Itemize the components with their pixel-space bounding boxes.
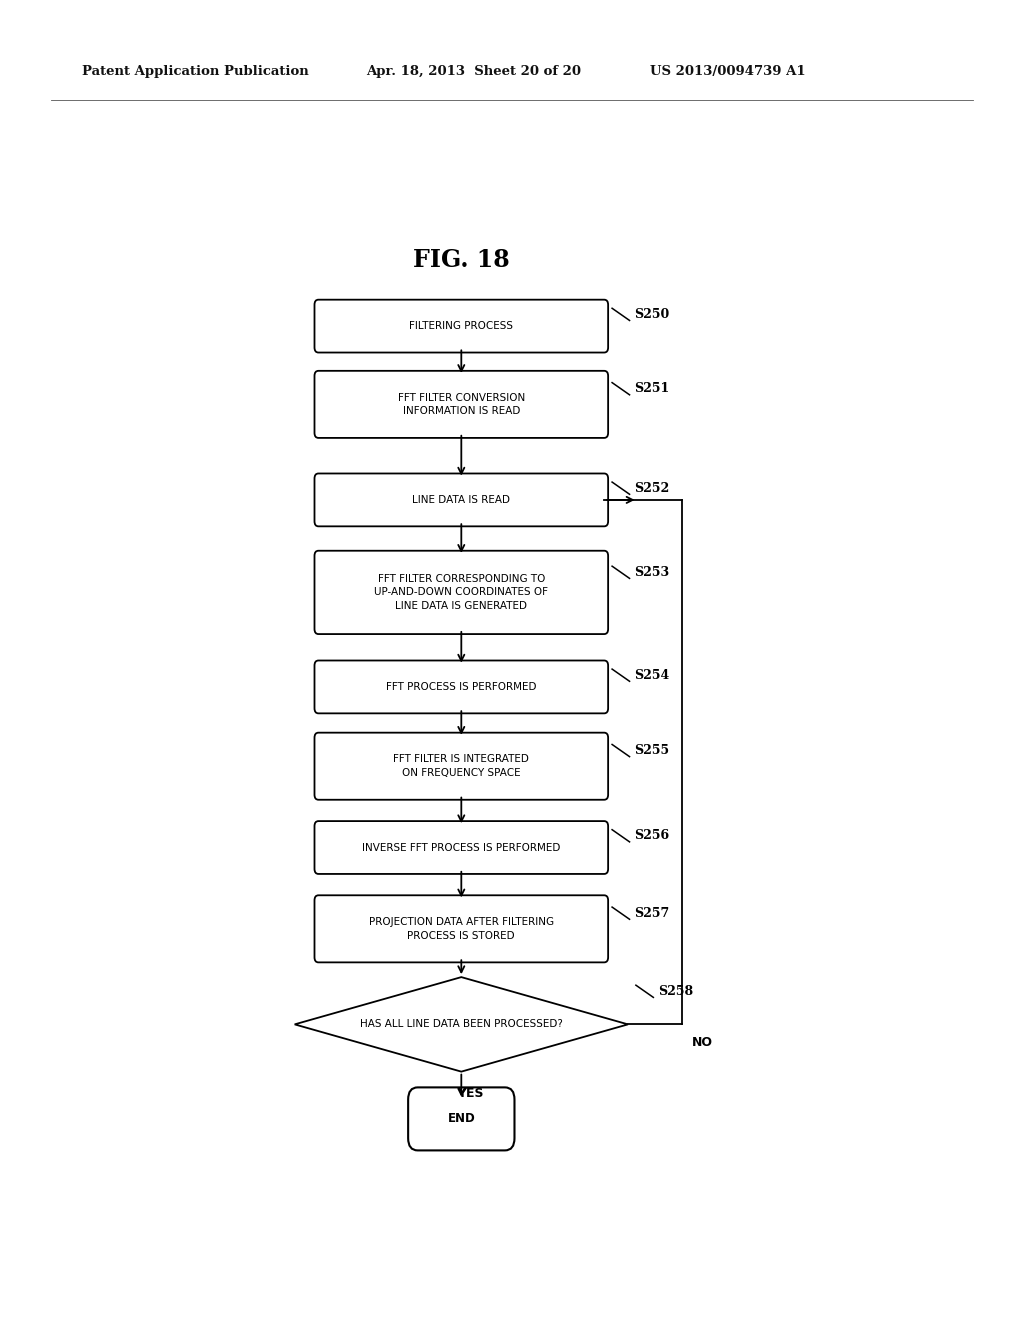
Text: S253: S253 bbox=[634, 566, 670, 578]
Text: FFT FILTER CONVERSION
INFORMATION IS READ: FFT FILTER CONVERSION INFORMATION IS REA… bbox=[397, 392, 525, 416]
Text: FFT FILTER CORRESPONDING TO
UP-AND-DOWN COORDINATES OF
LINE DATA IS GENERATED: FFT FILTER CORRESPONDING TO UP-AND-DOWN … bbox=[375, 574, 548, 611]
Text: HAS ALL LINE DATA BEEN PROCESSED?: HAS ALL LINE DATA BEEN PROCESSED? bbox=[359, 1019, 563, 1030]
Text: S251: S251 bbox=[634, 383, 670, 395]
Text: S258: S258 bbox=[658, 985, 693, 998]
FancyBboxPatch shape bbox=[314, 474, 608, 527]
Text: INVERSE FFT PROCESS IS PERFORMED: INVERSE FFT PROCESS IS PERFORMED bbox=[362, 842, 560, 853]
Polygon shape bbox=[295, 977, 628, 1072]
FancyBboxPatch shape bbox=[314, 550, 608, 634]
FancyBboxPatch shape bbox=[409, 1088, 514, 1151]
FancyBboxPatch shape bbox=[314, 895, 608, 962]
Text: FILTERING PROCESS: FILTERING PROCESS bbox=[410, 321, 513, 331]
Text: FFT PROCESS IS PERFORMED: FFT PROCESS IS PERFORMED bbox=[386, 682, 537, 692]
FancyBboxPatch shape bbox=[314, 371, 608, 438]
Text: S256: S256 bbox=[634, 829, 670, 842]
Text: Patent Application Publication: Patent Application Publication bbox=[82, 66, 308, 78]
FancyBboxPatch shape bbox=[314, 300, 608, 352]
Text: S254: S254 bbox=[634, 669, 670, 681]
FancyBboxPatch shape bbox=[314, 660, 608, 713]
Text: LINE DATA IS READ: LINE DATA IS READ bbox=[413, 495, 510, 506]
Text: NO: NO bbox=[691, 1036, 713, 1049]
Text: YES: YES bbox=[458, 1088, 484, 1101]
Text: FIG. 18: FIG. 18 bbox=[413, 248, 510, 272]
Text: Apr. 18, 2013  Sheet 20 of 20: Apr. 18, 2013 Sheet 20 of 20 bbox=[367, 66, 582, 78]
Text: PROJECTION DATA AFTER FILTERING
PROCESS IS STORED: PROJECTION DATA AFTER FILTERING PROCESS … bbox=[369, 917, 554, 941]
Text: S250: S250 bbox=[634, 308, 670, 321]
FancyBboxPatch shape bbox=[314, 733, 608, 800]
Text: S257: S257 bbox=[634, 907, 670, 920]
Text: END: END bbox=[447, 1113, 475, 1126]
FancyBboxPatch shape bbox=[314, 821, 608, 874]
Text: US 2013/0094739 A1: US 2013/0094739 A1 bbox=[650, 66, 806, 78]
Text: S252: S252 bbox=[634, 482, 670, 495]
Text: S255: S255 bbox=[634, 744, 670, 758]
Text: FFT FILTER IS INTEGRATED
ON FREQUENCY SPACE: FFT FILTER IS INTEGRATED ON FREQUENCY SP… bbox=[393, 755, 529, 777]
